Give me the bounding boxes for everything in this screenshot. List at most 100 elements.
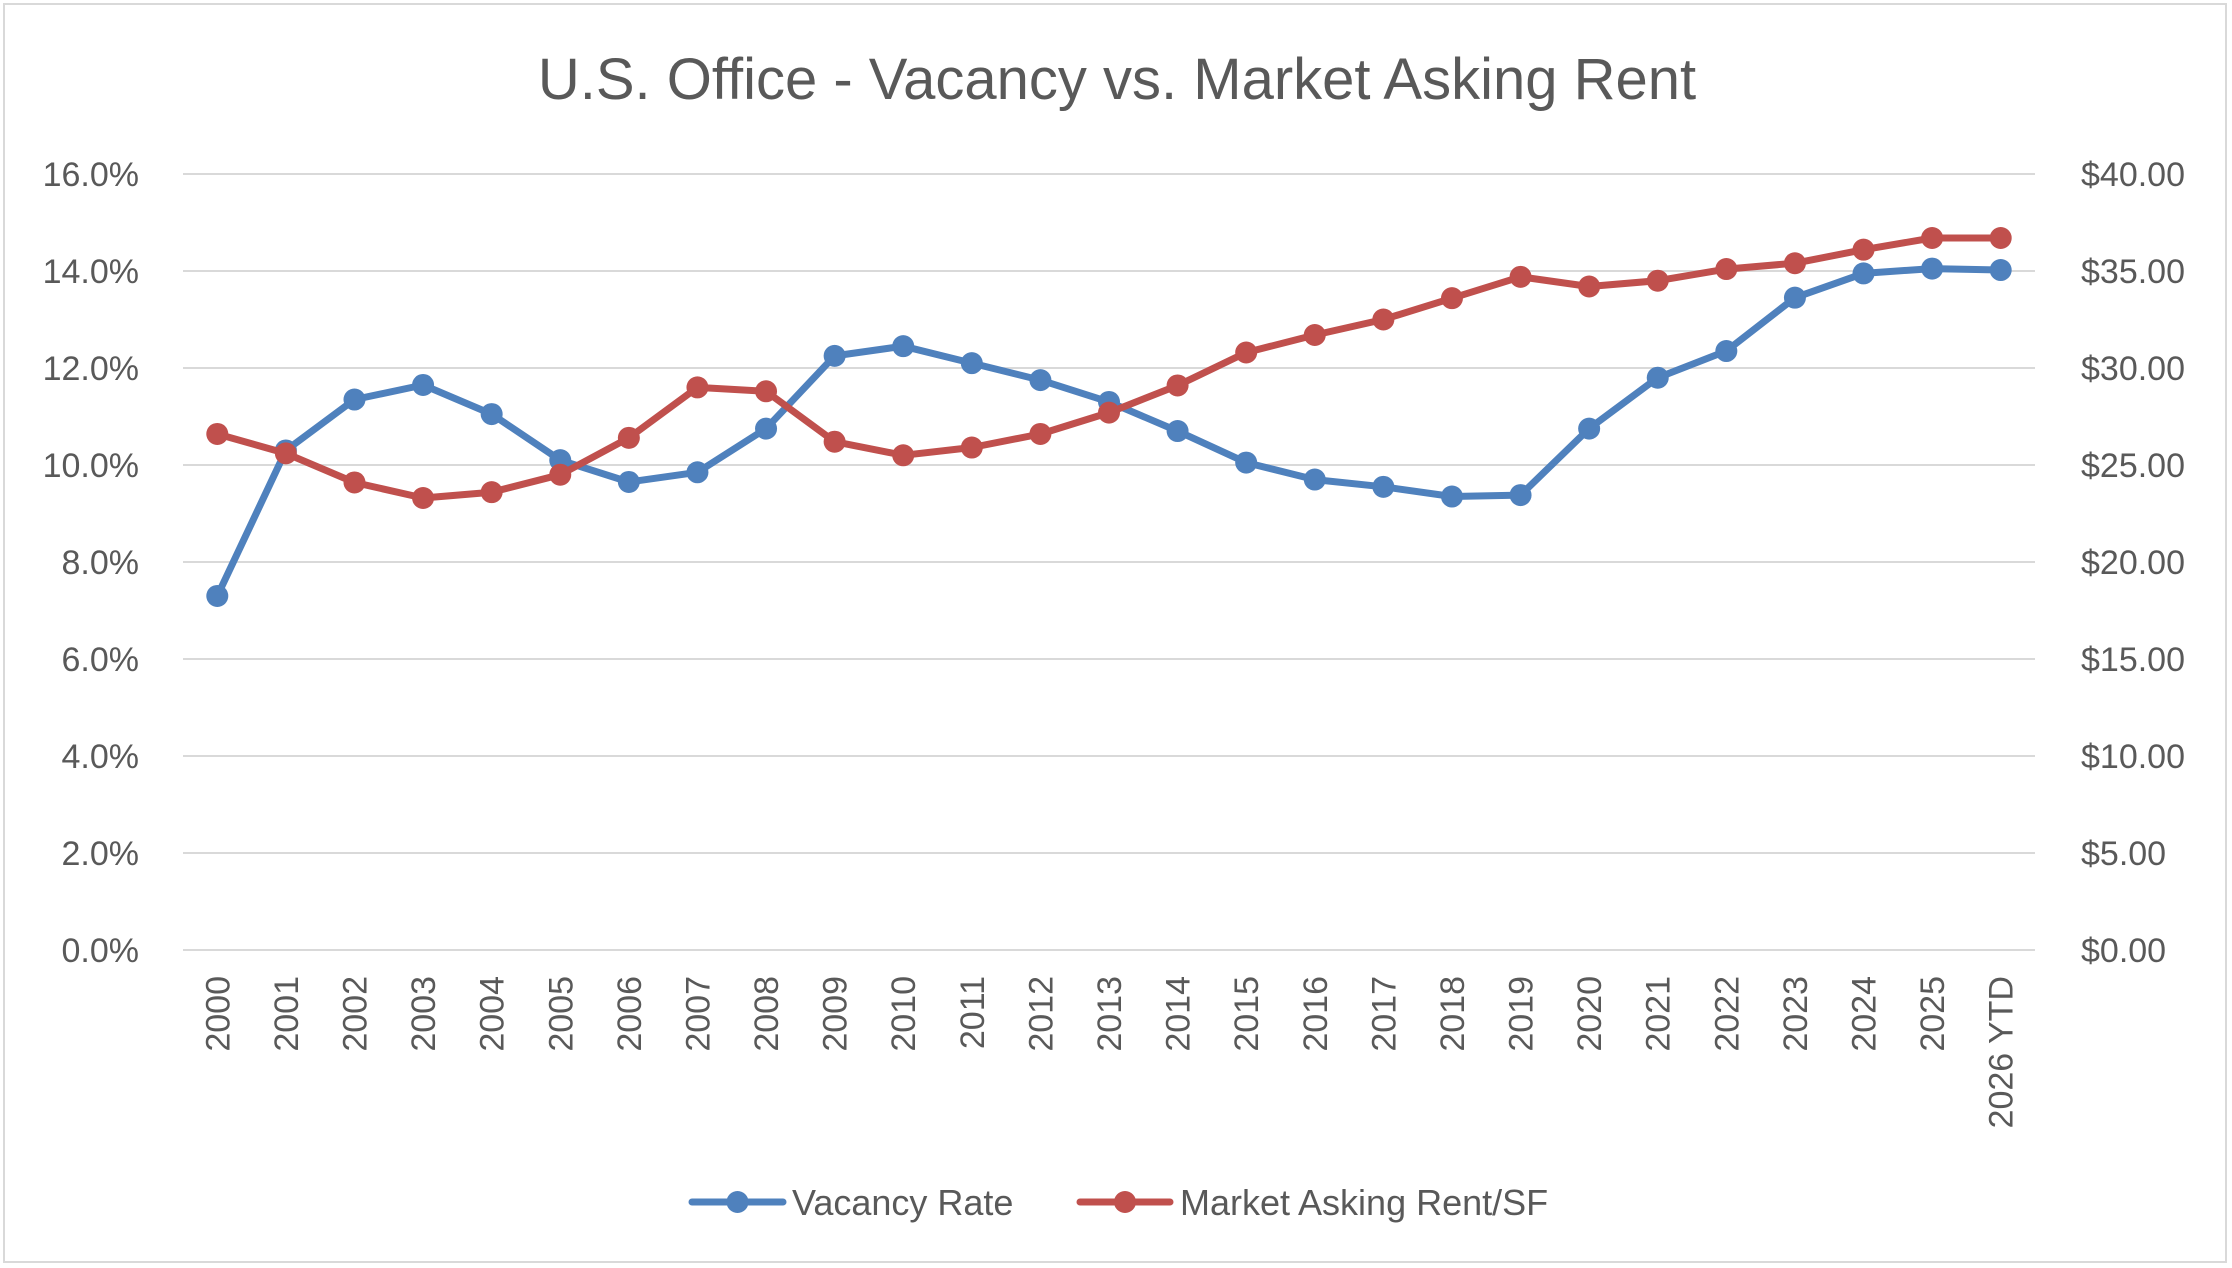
legend: Vacancy Rate Market Asking Rent/SF	[688, 1182, 1548, 1223]
data-point-series-1	[480, 403, 503, 426]
x-tick-label: 2014	[1160, 976, 1198, 1052]
data-point-series-2	[617, 426, 640, 449]
data-point-series-2	[960, 436, 983, 459]
data-point-series-1	[1029, 369, 1052, 392]
x-tick-label: 2001	[268, 976, 306, 1052]
left-tick-label: 6.0%	[62, 641, 140, 679]
left-tick-label: 16.0%	[43, 156, 139, 194]
right-tick-label: $35.00	[2081, 253, 2185, 291]
data-point-series-2	[1235, 341, 1258, 364]
left-axis: 0.0% 2.0% 4.0% 6.0% 8.0% 10.0% 12.0% 14.0% 16.0%	[43, 156, 139, 970]
data-point-series-1	[1440, 485, 1463, 508]
right-tick-label: $25.00	[2081, 447, 2185, 485]
data-point-series-2	[892, 444, 915, 467]
right-tick-label: $15.00	[2081, 641, 2185, 679]
data-point-series-1	[1646, 366, 1669, 389]
chart-title: U.S. Office - Vacancy vs. Market Asking …	[538, 47, 1696, 112]
x-tick-label: 2000	[199, 976, 237, 1052]
right-tick-label: $20.00	[2081, 544, 2185, 582]
data-point-series-1	[960, 352, 983, 375]
legend-marker-2	[1114, 1191, 1136, 1213]
left-tick-label: 14.0%	[43, 253, 139, 291]
right-tick-label: $10.00	[2081, 738, 2185, 776]
data-point-series-1	[892, 335, 915, 358]
data-point-series-2	[1852, 238, 1875, 261]
x-tick-label: 2019	[1503, 976, 1541, 1052]
x-tick-label: 2020	[1571, 976, 1609, 1052]
data-point-series-1	[1578, 417, 1601, 440]
series-line-1	[213, 265, 2005, 600]
data-point-series-1	[1921, 257, 1944, 280]
right-tick-label: $5.00	[2081, 835, 2166, 873]
data-point-series-2	[686, 376, 709, 399]
data-point-series-2	[1166, 374, 1189, 397]
left-tick-label: 4.0%	[62, 738, 140, 776]
right-tick-label: $0.00	[2081, 932, 2166, 970]
data-point-series-2	[1715, 258, 1738, 281]
data-point-series-1	[1509, 484, 1532, 507]
line-chart: U.S. Office - Vacancy vs. Market Asking …	[43, 47, 2185, 1223]
data-point-series-2	[1646, 269, 1669, 292]
x-tick-label: 2015	[1228, 976, 1266, 1052]
legend-label-1: Vacancy Rate	[792, 1182, 1013, 1223]
x-tick-label: 2012	[1022, 976, 1060, 1052]
data-point-series-1	[1852, 262, 1875, 285]
data-point-series-1	[412, 373, 435, 396]
x-tick-label: 2016	[1297, 976, 1335, 1052]
x-tick-label: 2003	[405, 976, 443, 1052]
data-point-series-1	[1372, 475, 1395, 498]
data-point-series-1	[206, 584, 229, 607]
data-point-series-2	[1989, 227, 2012, 250]
data-point-series-1	[755, 417, 778, 440]
gridlines	[183, 173, 2035, 951]
left-tick-label: 2.0%	[62, 835, 140, 873]
right-axis: $0.00 $5.00 $10.00 $15.00 $20.00 $25.00 $30.00…	[2081, 156, 2185, 970]
x-tick-label: 2004	[474, 976, 512, 1052]
data-point-series-2	[1372, 308, 1395, 331]
x-tick-label: 2002	[336, 976, 374, 1052]
right-tick-label: $40.00	[2081, 156, 2185, 194]
chart-frame: U.S. Office - Vacancy vs. Market Asking …	[3, 3, 2227, 1263]
data-point-series-2	[1029, 422, 1052, 445]
data-point-series-2	[1440, 287, 1463, 310]
series-layer	[206, 227, 2012, 607]
left-tick-label: 8.0%	[62, 544, 140, 582]
x-tick-label: 2021	[1640, 976, 1678, 1052]
data-point-series-1	[343, 388, 366, 411]
right-tick-label: $30.00	[2081, 350, 2185, 388]
data-point-series-2	[1921, 227, 1944, 250]
legend-label-2: Market Asking Rent/SF	[1180, 1182, 1548, 1223]
x-tick-label: 2013	[1091, 976, 1129, 1052]
data-point-series-2	[343, 471, 366, 494]
x-tick-label: 2023	[1777, 976, 1815, 1052]
x-tick-label: 2005	[542, 976, 580, 1052]
x-tick-label: 2006	[611, 976, 649, 1052]
x-tick-label: 2011	[954, 976, 992, 1049]
data-point-series-2	[1578, 275, 1601, 298]
left-tick-label: 12.0%	[43, 350, 139, 388]
data-point-series-1	[1303, 468, 1326, 491]
x-tick-label: 2007	[679, 976, 717, 1052]
x-tick-label: 2022	[1708, 976, 1746, 1052]
data-point-series-2	[549, 463, 572, 486]
data-point-series-2	[1783, 252, 1806, 275]
x-axis: 2000 2001 2002 2003 2004 2005 2006 2007 2008 2009…	[199, 976, 2020, 1128]
x-tick-label: 2024	[1846, 976, 1884, 1052]
x-tick-label: 2026 YTD	[1983, 976, 2021, 1128]
data-point-series-2	[1303, 324, 1326, 347]
data-point-series-2	[480, 481, 503, 504]
x-tick-label: 2009	[817, 976, 855, 1052]
x-tick-label: 2008	[748, 976, 786, 1052]
data-point-series-2	[412, 486, 435, 509]
data-point-series-2	[823, 430, 846, 453]
data-point-series-1	[1715, 340, 1738, 363]
left-tick-label: 0.0%	[62, 932, 140, 970]
data-point-series-1	[1989, 259, 2012, 282]
data-point-series-2	[1098, 401, 1120, 424]
x-tick-label: 2025	[1914, 976, 1952, 1052]
data-point-series-2	[755, 380, 778, 403]
data-point-series-1	[1783, 286, 1806, 309]
x-tick-label: 2010	[885, 976, 923, 1052]
data-point-series-2	[206, 422, 229, 445]
data-point-series-2	[1509, 265, 1532, 288]
